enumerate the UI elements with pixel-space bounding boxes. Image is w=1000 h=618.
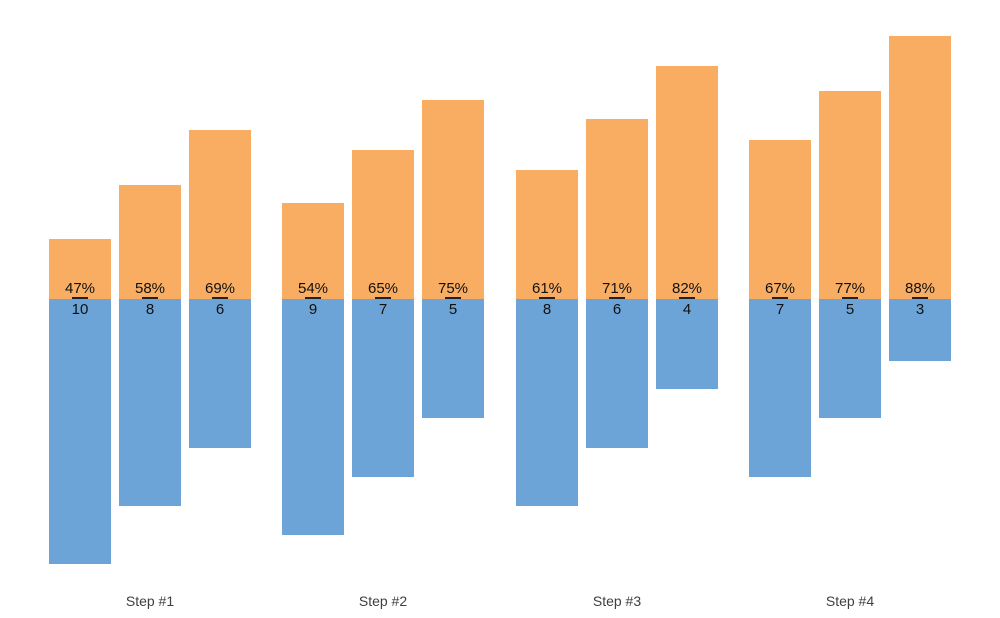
bar-percent-label: 77% — [834, 280, 866, 297]
bar-count-label: 7 — [378, 301, 388, 318]
bar-count-label: 7 — [775, 301, 785, 318]
fraction-line — [305, 297, 321, 299]
fraction-line — [772, 297, 788, 299]
bar-percent-label: 71% — [601, 280, 633, 297]
bar-count-label: 6 — [215, 301, 225, 318]
bar-down-segment — [282, 299, 344, 535]
x-axis-label-step-4: Step #4 — [825, 593, 875, 609]
bar-count-label: 3 — [915, 301, 925, 318]
fraction-line — [679, 297, 695, 299]
bar-percent-label: 61% — [531, 280, 563, 297]
bar-count-label: 6 — [612, 301, 622, 318]
bar-count-label: 8 — [145, 301, 155, 318]
bar-up-segment — [516, 170, 578, 299]
fraction-line — [72, 297, 88, 299]
bar-percent-label: 69% — [204, 280, 236, 297]
bar-up-segment — [422, 100, 484, 299]
bar-up-segment — [819, 91, 881, 299]
bar-down-segment — [656, 299, 718, 389]
fraction-line — [912, 297, 928, 299]
bar-up-segment — [189, 130, 251, 299]
bar-down-segment — [119, 299, 181, 506]
bar-down-segment — [49, 299, 111, 564]
bar-percent-label: 58% — [134, 280, 166, 297]
fraction-line — [609, 297, 625, 299]
fraction-line — [539, 297, 555, 299]
bar-count-label: 5 — [448, 301, 458, 318]
bar-percent-label: 54% — [297, 280, 329, 297]
bar-down-segment — [516, 299, 578, 506]
bar-up-segment — [586, 119, 648, 299]
bar-down-segment — [352, 299, 414, 477]
bar-count-label: 8 — [542, 301, 552, 318]
bar-down-segment — [422, 299, 484, 418]
bar-up-segment — [119, 185, 181, 299]
bar-percent-label: 47% — [64, 280, 96, 297]
bar-up-segment — [889, 36, 951, 299]
bar-count-label: 10 — [71, 301, 89, 318]
fraction-line — [375, 297, 391, 299]
bar-percent-label: 82% — [671, 280, 703, 297]
bar-down-segment — [889, 299, 951, 361]
bar-up-segment — [282, 203, 344, 299]
bar-up-segment — [352, 150, 414, 299]
bar-up-segment — [49, 239, 111, 299]
bar-up-segment — [749, 140, 811, 299]
x-axis-label-step-1: Step #1 — [125, 593, 175, 609]
fraction-line — [212, 297, 228, 299]
bar-down-segment — [819, 299, 881, 418]
bar-percent-label: 75% — [437, 280, 469, 297]
bar-percent-label: 88% — [904, 280, 936, 297]
fraction-line — [842, 297, 858, 299]
bar-count-label: 4 — [682, 301, 692, 318]
x-axis-label-step-3: Step #3 — [592, 593, 642, 609]
bar-percent-label: 65% — [367, 280, 399, 297]
fraction-line — [142, 297, 158, 299]
bar-percent-label: 67% — [764, 280, 796, 297]
bar-count-label: 5 — [845, 301, 855, 318]
bar-down-segment — [749, 299, 811, 477]
bar-count-label: 9 — [308, 301, 318, 318]
x-axis-label-step-2: Step #2 — [358, 593, 408, 609]
fraction-line — [445, 297, 461, 299]
bar-down-segment — [586, 299, 648, 448]
bar-up-segment — [656, 66, 718, 299]
bar-down-segment — [189, 299, 251, 448]
